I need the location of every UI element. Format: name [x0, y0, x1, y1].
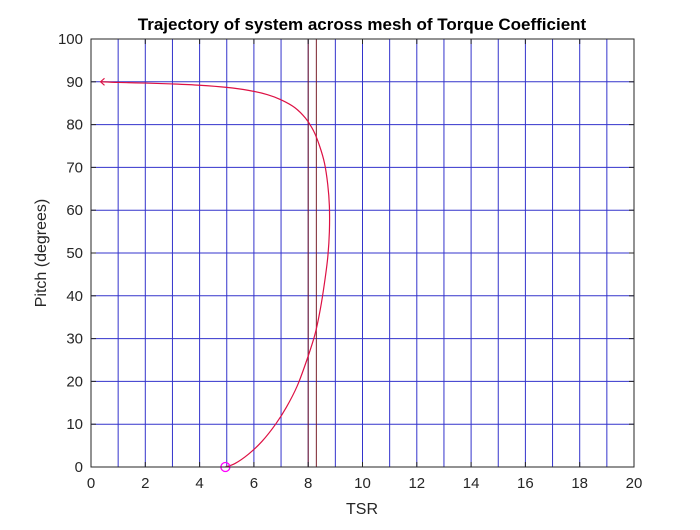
end-marker: [99, 77, 105, 86]
y-tick-label: 100: [58, 31, 83, 48]
y-tick-label: 20: [66, 373, 83, 390]
x-tick-label: 18: [571, 475, 588, 492]
x-tick-label: 20: [626, 475, 643, 492]
reference-lines: [307, 39, 317, 467]
y-tick-label: 60: [66, 202, 83, 219]
x-tick-label: 14: [463, 475, 480, 492]
y-tick-label: 80: [66, 117, 83, 134]
trajectory-series: [100, 81, 331, 468]
x-tick-label: 6: [250, 475, 258, 492]
chart-title: Trajectory of system across mesh of Torq…: [138, 15, 587, 34]
trajectory-line: [100, 81, 331, 468]
y-tick-label: 30: [66, 331, 83, 348]
x-tick-label: 10: [354, 475, 371, 492]
plot-frame: [90, 38, 635, 468]
y-tick-label: 0: [75, 459, 83, 476]
x-tick-label: 0: [87, 475, 95, 492]
y-tick-label: 10: [66, 416, 83, 433]
x-axis-label: TSR: [346, 501, 378, 518]
y-axis-label: Pitch (degrees): [33, 199, 50, 308]
x-tick-label: 12: [408, 475, 425, 492]
y-tick-label: 40: [66, 288, 83, 305]
x-tick-label: 4: [195, 475, 203, 492]
x-tick-label: 8: [304, 475, 312, 492]
x-axis-ticks: 0 2 4 6 8 10 12 14 16 18 20: [87, 39, 643, 492]
mesh-grid: [90, 38, 635, 468]
y-tick-label: 50: [66, 245, 83, 262]
x-tick-label: 16: [517, 475, 534, 492]
y-tick-label: 90: [66, 74, 83, 91]
x-tick-label: 2: [141, 475, 149, 492]
y-axis-ticks: 0 10 20 30 40 50 60 70 80 90 100: [58, 31, 634, 476]
y-tick-label: 70: [66, 159, 83, 176]
